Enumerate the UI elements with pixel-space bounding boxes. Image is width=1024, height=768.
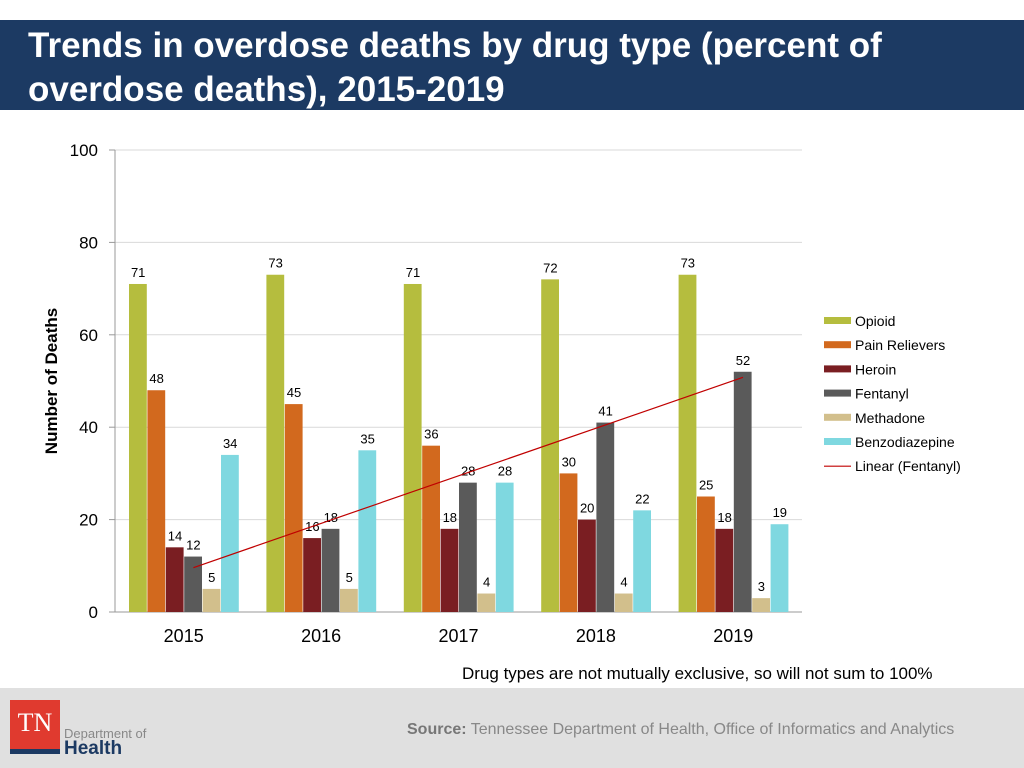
legend-label: Heroin <box>855 361 896 377</box>
legend-swatch <box>824 317 851 324</box>
y-tick-label: 80 <box>79 233 98 252</box>
x-tick-label: 2016 <box>301 626 341 646</box>
legend-swatch <box>824 389 851 397</box>
bar-opioid <box>678 274 697 612</box>
bar-methadone <box>752 598 770 612</box>
bar-fentanyl <box>733 371 752 612</box>
data-label: 19 <box>773 505 787 520</box>
source-text: Source: Tennessee Department of Health, … <box>407 721 954 739</box>
page-title: Trends in overdose deaths by drug type (… <box>28 26 882 109</box>
data-label: 12 <box>186 538 200 553</box>
bar-pain-relievers <box>559 473 578 612</box>
source-value: Tennessee Department of Health, Office o… <box>470 721 955 738</box>
legend-swatch <box>824 341 851 349</box>
legend-label: Fentanyl <box>855 386 909 402</box>
data-label: 48 <box>149 371 163 386</box>
bar-opioid <box>403 283 422 612</box>
bar-heroin <box>303 538 321 612</box>
data-label: 71 <box>131 265 145 280</box>
legend-label: Linear (Fentanyl) <box>855 458 961 474</box>
source-label: Source: <box>407 721 467 738</box>
data-label: 35 <box>360 431 374 446</box>
data-label: 20 <box>580 501 594 516</box>
bar-fentanyl <box>321 528 340 612</box>
data-label: 25 <box>699 478 713 493</box>
legend-swatch <box>824 365 851 373</box>
data-label: 52 <box>736 353 750 368</box>
legend-label: Benzodiazepine <box>855 434 955 450</box>
bar-fentanyl <box>184 556 202 612</box>
bar-methadone <box>477 593 496 612</box>
bar-heroin <box>440 528 459 612</box>
title-bar: Trends in overdose deaths by drug type (… <box>0 20 1024 110</box>
chart-note: Drug types are not mutually exclusive, s… <box>462 664 933 683</box>
bar-pain-relievers <box>147 390 166 612</box>
bar-pain-relievers <box>284 404 303 612</box>
y-tick-label: 0 <box>89 603 98 622</box>
bar-methadone <box>340 588 358 612</box>
bar-heroin <box>715 528 734 612</box>
bar-opioid <box>541 279 559 612</box>
bar-pain-relievers <box>697 496 715 612</box>
bar-pain-relievers <box>422 445 440 612</box>
data-label: 73 <box>268 256 282 271</box>
bar-fentanyl <box>596 422 615 612</box>
bar-methadone <box>614 593 633 612</box>
data-label: 73 <box>681 256 695 271</box>
bar-benzodiazepine <box>770 524 789 612</box>
data-label: 14 <box>168 528 182 543</box>
bar-benzodiazepine <box>358 450 377 612</box>
x-tick-label: 2015 <box>164 626 204 646</box>
bar-heroin <box>578 519 596 612</box>
legend-swatch <box>824 413 851 421</box>
x-tick-label: 2017 <box>438 626 478 646</box>
bar-benzodiazepine <box>495 482 514 612</box>
data-label: 5 <box>208 570 215 585</box>
legend-label: Methadone <box>855 410 925 426</box>
bar-benzodiazepine <box>221 454 239 612</box>
bar-methadone <box>202 588 221 612</box>
bar-benzodiazepine <box>633 510 651 612</box>
y-tick-label: 20 <box>79 511 98 530</box>
y-tick-label: 100 <box>70 141 98 160</box>
data-label: 45 <box>287 385 301 400</box>
legend-swatch <box>824 438 851 445</box>
x-tick-label: 2018 <box>576 626 616 646</box>
data-label: 72 <box>543 260 557 275</box>
data-label: 4 <box>483 575 490 590</box>
data-label: 41 <box>598 404 612 419</box>
data-label: 4 <box>620 575 627 590</box>
data-label: 5 <box>346 570 353 585</box>
legend-label: Opioid <box>855 313 895 329</box>
data-label: 36 <box>424 427 438 442</box>
bar-fentanyl <box>459 482 477 612</box>
bar-opioid <box>129 283 147 612</box>
y-axis-label: Number of Deaths <box>42 308 61 454</box>
dept-label: Department of <box>64 726 147 741</box>
tn-logo: TN <box>10 700 60 750</box>
logo-underline <box>10 749 60 754</box>
legend-label: Pain Relievers <box>855 337 945 353</box>
bar-heroin <box>165 547 184 612</box>
data-label: 34 <box>223 436 237 451</box>
data-label: 18 <box>717 510 731 525</box>
data-label: 3 <box>758 579 765 594</box>
y-tick-label: 60 <box>79 326 98 345</box>
data-label: 22 <box>635 491 649 506</box>
data-label: 71 <box>406 265 420 280</box>
y-tick-label: 40 <box>79 418 98 437</box>
health-label: Health <box>64 738 123 759</box>
data-label: 28 <box>498 464 512 479</box>
data-label: 30 <box>562 454 576 469</box>
x-tick-label: 2019 <box>713 626 753 646</box>
bar-opioid <box>266 274 285 612</box>
footer: TN Department of Health Source: Tennesse… <box>0 688 1024 768</box>
data-label: 18 <box>324 510 338 525</box>
data-label: 18 <box>443 510 457 525</box>
data-label: 28 <box>461 464 475 479</box>
trendline-fentanyl <box>193 376 744 569</box>
